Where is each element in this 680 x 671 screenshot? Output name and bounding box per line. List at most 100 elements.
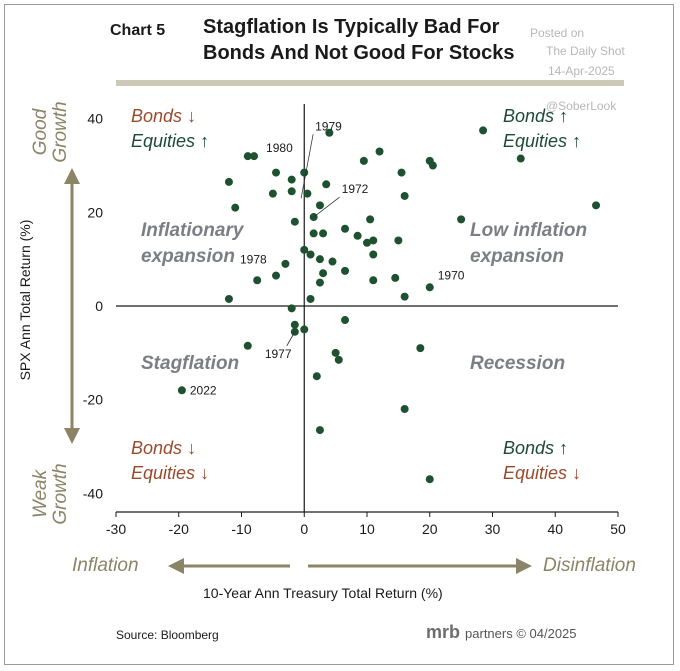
scatter-point [306, 294, 315, 303]
scatter-point [331, 348, 340, 357]
tl-bonds-signal: Bonds ↓ [131, 106, 196, 127]
scatter-point [315, 426, 324, 435]
y-tick-label: 0 [95, 298, 103, 314]
chart-frame [4, 4, 674, 665]
tr-equities-signal: Equities ↑ [503, 131, 581, 152]
scatter-point [328, 257, 337, 266]
scatter-point [319, 229, 328, 238]
br-equities-down-icon: ↓ [572, 463, 582, 483]
annotation-leader [300, 134, 314, 199]
scatter-point [312, 372, 321, 381]
y-tick-label: -40 [83, 485, 103, 501]
scatter-point [369, 250, 378, 259]
scatter-point [250, 152, 259, 161]
scatter-point [268, 189, 277, 198]
y-axis-title: SPX Ann Total Return (%) [17, 220, 33, 381]
scatter-point [231, 203, 240, 212]
annotation-leader [286, 331, 296, 346]
annotation-leader [313, 196, 340, 218]
brand-logo: mrb partners © 04/2025 [426, 622, 577, 643]
scatter-point [306, 250, 315, 259]
x-tick-label: -20 [169, 521, 189, 537]
scatter-point [516, 154, 525, 163]
scatter-point [479, 126, 488, 135]
scatter-point [272, 271, 281, 280]
scatter-points [177, 126, 601, 484]
scatter-point [224, 294, 233, 303]
scatter-point [325, 128, 334, 137]
scatter-point [319, 269, 328, 278]
scatter-point [303, 189, 312, 198]
tr-bonds-signal: Bonds ↑ [503, 106, 568, 127]
tl-equities-label: Equities [131, 131, 196, 151]
scatter-point [425, 475, 434, 484]
bl-bonds-down-icon: ↓ [187, 438, 197, 458]
scatter-point [363, 238, 371, 247]
watermark-date: 14-Apr-2025 [548, 64, 615, 78]
scatter-point [224, 177, 233, 186]
scatter-point [287, 175, 296, 184]
scatter-point [334, 355, 343, 364]
year-annotation-1979: 1979 [315, 119, 342, 133]
x-tick-label: 40 [547, 521, 563, 537]
scatter-point [315, 255, 324, 264]
x-tick-label: 20 [422, 521, 438, 537]
y-tick-label: 40 [87, 111, 103, 127]
disinflation-label: Disinflation [543, 555, 636, 576]
scatter-point [375, 147, 384, 156]
br-bonds-signal: Bonds ↑ [503, 438, 568, 459]
quadrant-stagflation: Stagflation [141, 353, 240, 374]
watermark-handle: @SoberLook [546, 99, 617, 113]
scatter-point [400, 292, 409, 301]
year-annotation-1970: 1970 [438, 268, 465, 282]
scatter-point [290, 217, 299, 226]
growth-arrow-down [64, 428, 80, 444]
scatter-point [281, 259, 290, 268]
tl-bonds-label: Bonds [131, 106, 183, 126]
brand-mark: mrb [426, 622, 461, 642]
year-annotation-1972: 1972 [342, 182, 369, 196]
year-annotation-1980: 1980 [266, 141, 293, 155]
growth-arrow-up [64, 168, 80, 184]
scatter-point [359, 156, 368, 165]
scatter-point [353, 231, 362, 240]
quadrant-low-inflation: Low inflation [470, 220, 588, 241]
scatter-point [428, 161, 437, 170]
quadrant-recession: Recession [470, 353, 566, 374]
tr-equities-up-icon: ↑ [572, 131, 582, 151]
x-tick-label: 50 [610, 521, 626, 537]
inflation-label: Inflation [72, 555, 139, 576]
scatter-point [341, 224, 350, 233]
y-tick-label: 20 [87, 204, 103, 220]
scatter-point [425, 283, 434, 292]
bl-bonds-label: Bonds [131, 438, 183, 458]
scatter-point [391, 273, 400, 282]
x-tick-label: 0 [300, 521, 308, 537]
scatter-point [397, 168, 406, 177]
source-note: Source: Bloomberg [116, 628, 219, 642]
chart-title-line-2: Bonds And Not Good For Stocks [203, 42, 515, 64]
tr-bonds-label: Bonds [503, 106, 555, 126]
quadrant-low-inflation-2: expansion [470, 246, 564, 267]
scatter-point [272, 168, 281, 177]
tl-equities-signal: Equities ↑ [131, 131, 209, 152]
x-tick-label: 10 [359, 521, 375, 537]
year-annotations: 1980 1979 1972 1978 1970 1977 2022 [190, 119, 465, 397]
br-equities-label: Equities [503, 463, 568, 483]
scatter-point [253, 276, 262, 285]
scatter-point [341, 316, 350, 325]
scatter-point [177, 386, 186, 395]
br-bonds-label: Bonds [503, 438, 555, 458]
brand-credit: partners © 04/2025 [465, 626, 577, 641]
scatter-point [400, 405, 409, 413]
scatter-point [416, 344, 425, 353]
scatter-point [287, 187, 296, 196]
tick-labels: -30 -20 -10 0 10 20 30 40 50 -40 -20 0 20 40 [83, 111, 626, 537]
scatter-point [290, 320, 299, 329]
bl-equities-down-icon: ↓ [200, 463, 210, 483]
watermark-posted: Posted on [530, 26, 585, 40]
scatter-point [394, 236, 403, 245]
x-tick-label: -30 [106, 521, 126, 537]
x-tick-label: 30 [485, 521, 501, 537]
